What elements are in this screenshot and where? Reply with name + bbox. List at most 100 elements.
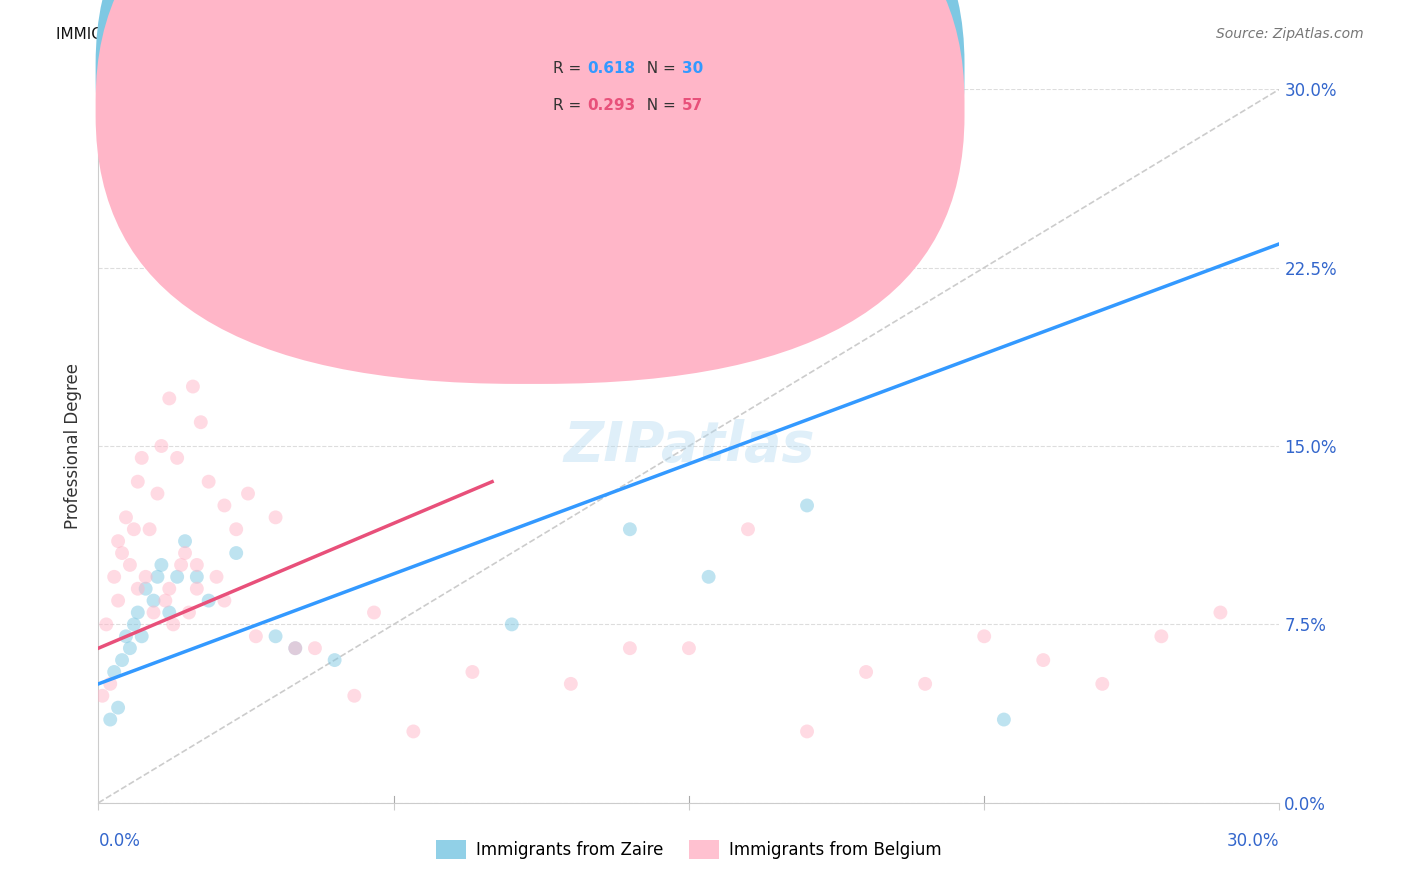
Point: [461, 665, 484, 679]
Point: [737, 522, 759, 536]
Point: [98, 677, 121, 691]
Point: [422, 285, 444, 299]
Point: [157, 392, 180, 406]
Text: 30: 30: [682, 61, 703, 76]
Point: [323, 653, 346, 667]
Point: [138, 522, 160, 536]
Point: [111, 546, 134, 560]
Point: [619, 641, 641, 656]
Text: 30.0%: 30.0%: [1227, 831, 1279, 849]
Point: [162, 617, 184, 632]
Text: 0.293: 0.293: [588, 98, 636, 113]
Point: [118, 558, 141, 572]
Point: [619, 522, 641, 536]
Point: [155, 593, 177, 607]
Point: [245, 629, 267, 643]
Point: [993, 713, 1015, 727]
Point: [1150, 629, 1173, 643]
Text: 0.618: 0.618: [588, 61, 636, 76]
Point: [118, 641, 141, 656]
Point: [264, 629, 287, 643]
Text: 0.0%: 0.0%: [98, 831, 141, 849]
Point: [157, 582, 180, 596]
Point: [103, 665, 125, 679]
Point: [174, 534, 197, 549]
Point: [914, 677, 936, 691]
Point: [142, 606, 165, 620]
Point: [225, 522, 247, 536]
Point: [197, 593, 219, 607]
Point: [91, 689, 114, 703]
Text: ZIPatlas: ZIPatlas: [564, 419, 814, 473]
Point: [214, 499, 236, 513]
Text: IMMIGRANTS FROM ZAIRE VS IMMIGRANTS FROM BELGIUM PROFESSIONAL DEGREE CORRELATION: IMMIGRANTS FROM ZAIRE VS IMMIGRANTS FROM…: [56, 27, 865, 42]
Point: [236, 486, 259, 500]
Point: [304, 641, 326, 656]
Point: [501, 153, 523, 168]
Point: [264, 510, 287, 524]
Point: [127, 606, 149, 620]
Point: [115, 629, 138, 643]
Point: [166, 450, 188, 465]
Point: [186, 570, 208, 584]
Point: [1209, 606, 1232, 620]
Point: [205, 570, 228, 584]
Point: [131, 450, 153, 465]
Point: [560, 677, 582, 691]
Point: [678, 641, 700, 656]
Text: 57: 57: [682, 98, 703, 113]
Point: [166, 570, 188, 584]
Point: [135, 570, 157, 584]
Point: [284, 641, 307, 656]
Point: [186, 558, 208, 572]
Point: [214, 593, 236, 607]
Point: [1032, 653, 1054, 667]
Point: [157, 606, 180, 620]
Point: [973, 629, 995, 643]
Point: [284, 641, 307, 656]
Point: [146, 570, 169, 584]
Point: [96, 617, 118, 632]
Text: Source: ZipAtlas.com: Source: ZipAtlas.com: [1216, 27, 1364, 41]
Point: [501, 617, 523, 632]
Point: [146, 486, 169, 500]
Point: [111, 653, 134, 667]
Point: [107, 593, 129, 607]
Point: [122, 522, 145, 536]
Point: [363, 606, 385, 620]
Point: [181, 379, 204, 393]
Point: [107, 700, 129, 714]
Point: [170, 558, 193, 572]
Point: [796, 724, 818, 739]
Legend: Immigrants from Zaire, Immigrants from Belgium: Immigrants from Zaire, Immigrants from B…: [430, 834, 948, 866]
Point: [186, 582, 208, 596]
Point: [177, 606, 200, 620]
Y-axis label: Professional Degree: Professional Degree: [65, 363, 83, 529]
Point: [402, 724, 425, 739]
Point: [127, 475, 149, 489]
Point: [127, 582, 149, 596]
Point: [796, 499, 818, 513]
Point: [150, 439, 173, 453]
Point: [107, 534, 129, 549]
Point: [115, 510, 138, 524]
Point: [103, 570, 125, 584]
Text: R =: R =: [553, 61, 586, 76]
Point: [174, 546, 197, 560]
Point: [197, 475, 219, 489]
Point: [190, 415, 212, 429]
Text: N =: N =: [637, 61, 681, 76]
Point: [1091, 677, 1114, 691]
Point: [343, 689, 366, 703]
Point: [131, 629, 153, 643]
Text: N =: N =: [637, 98, 681, 113]
Point: [142, 593, 165, 607]
Text: R =: R =: [553, 98, 586, 113]
Point: [98, 713, 121, 727]
Point: [225, 546, 247, 560]
Point: [150, 558, 173, 572]
Point: [135, 582, 157, 596]
Point: [122, 617, 145, 632]
Point: [855, 665, 877, 679]
Point: [697, 570, 720, 584]
